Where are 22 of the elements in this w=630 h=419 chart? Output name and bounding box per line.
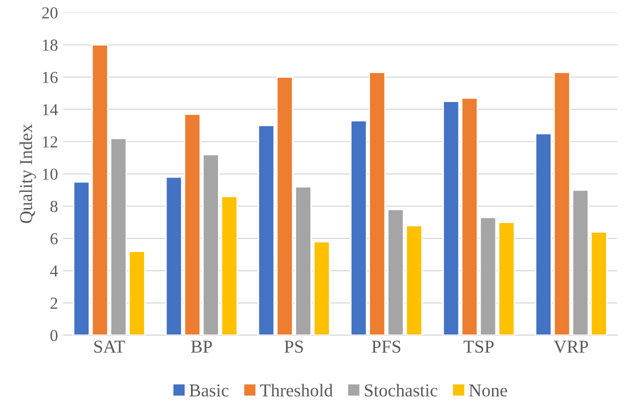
- y-tick-label: 10: [42, 168, 58, 180]
- x-tick-label: SAT: [94, 340, 125, 353]
- legend-label: Threshold: [260, 384, 333, 397]
- x-tick-label: VRP: [554, 340, 588, 353]
- y-tick-label: 4: [50, 265, 58, 276]
- x-tick-label: PS: [284, 340, 303, 353]
- x-tick-label: PFS: [372, 340, 400, 353]
- x-tick-label: TSP: [464, 340, 494, 353]
- legend-label: Stochastic: [364, 384, 438, 397]
- y-tick-label: 14: [42, 104, 58, 116]
- y-tick-label: 12: [42, 136, 58, 148]
- y-tick-label: 8: [50, 200, 58, 212]
- y-tick-label: 18: [42, 40, 58, 51]
- y-tick-label: 0: [50, 330, 58, 342]
- y-tick-label: 16: [42, 72, 58, 84]
- legend-label: Basic: [189, 384, 229, 397]
- y-axis-title: Quality Index: [19, 124, 36, 224]
- y-tick-label: 20: [42, 7, 58, 19]
- y-tick-label: 6: [50, 233, 58, 244]
- y-tick-label: 2: [50, 298, 58, 309]
- x-tick-label: BP: [191, 340, 212, 353]
- legend-label: None: [469, 384, 508, 397]
